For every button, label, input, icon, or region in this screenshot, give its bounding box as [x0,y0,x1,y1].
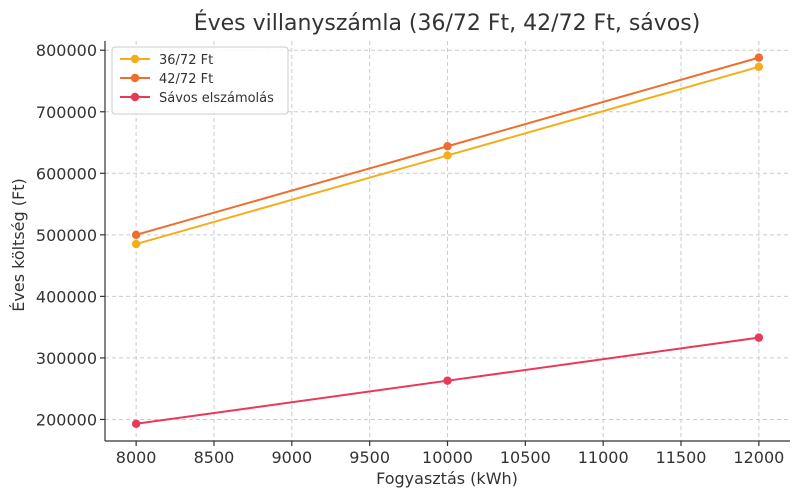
legend-label-1: 36/72 Ft [159,53,213,68]
y-tick-label: 300000 [36,349,97,368]
series-point-2 [443,142,452,151]
series-point-1 [131,239,141,249]
series-point-2 [754,53,764,62]
series-point-1 [443,151,452,160]
legend-marker-3 [130,92,140,102]
x-tick-label: 12000 [733,448,784,467]
y-axis-label: Éves költség (Ft) [9,178,28,311]
y-tick-label: 800000 [36,41,97,60]
x-tick-label: 9500 [349,448,390,467]
x-tick-label: 11500 [656,448,707,467]
y-tick-label: 400000 [36,287,97,306]
y-tick-label: 500000 [36,226,97,245]
y-tick-label: 200000 [36,410,97,429]
chart-title: Éves villanyszámla (36/72 Ft, 42/72 Ft, … [194,10,701,36]
legend: 36/72 Ft 42/72 Ft Sávos elszámolás [111,46,289,115]
y-tick-label: 700000 [36,103,97,122]
series-point-1 [754,62,764,72]
axes: 8000 8500 9000 9500 10000 10500 11000 11500 1200… [36,41,790,467]
x-tick-label: 8000 [116,448,157,467]
series-point-3 [443,376,452,385]
x-tick-label: 9000 [271,448,312,467]
legend-marker-1 [130,54,140,64]
legend-label-2: 42/72 Ft [159,72,213,87]
x-tick-label: 10500 [500,448,551,467]
x-tick-label: 11000 [578,448,629,467]
x-tick-label: 8500 [194,448,235,467]
legend-box [111,46,289,115]
y-tick-label: 600000 [36,164,97,183]
series-layer [131,53,764,428]
x-tick-label: 10000 [422,448,473,467]
series-point-2 [131,230,141,240]
series-point-3 [131,419,141,428]
series-point-3 [754,333,764,342]
legend-label-3: Sávos elszámolás [159,91,274,106]
x-axis-label: Fogyasztás (kWh) [376,469,518,488]
legend-marker-2 [130,73,140,83]
